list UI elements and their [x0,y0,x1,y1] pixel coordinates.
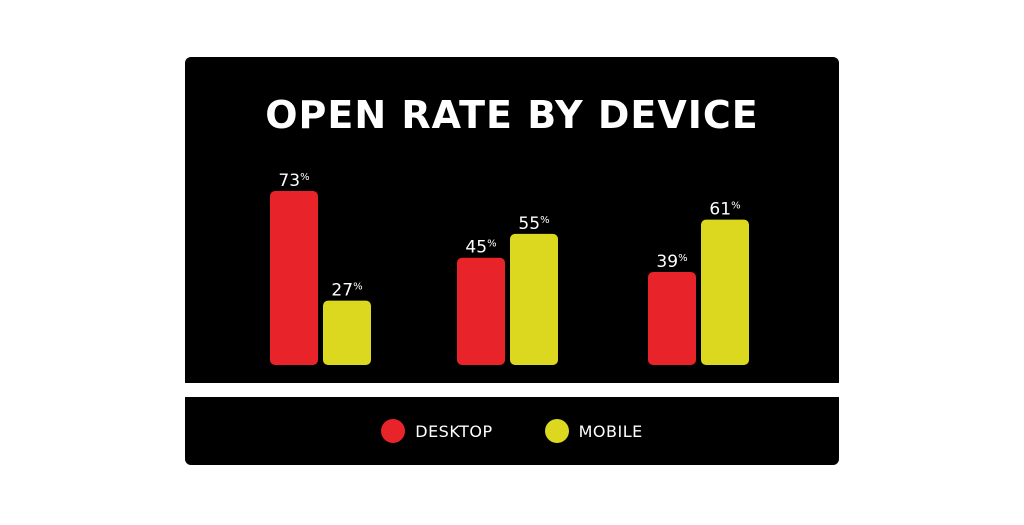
data-label-mobile-2: 55% [518,214,549,234]
legend-panel: DESKTOP MOBILE [185,397,839,465]
chart-title: OPEN RATE BY DEVICE [265,93,759,137]
legend-label-mobile: MOBILE [578,421,643,441]
chart-panel: OPEN RATE BY DEVICE 73% 45% 39% 27% 55% 61% [185,57,839,383]
legend-swatch-mobile [544,419,569,443]
bar-mobile-2 [510,233,558,365]
legend-item-desktop: DESKTOP [381,419,492,443]
bar-desktop-1 [270,191,318,365]
data-label-mobile-3: 61% [709,200,740,220]
bar-mobile-1 [323,300,371,365]
bar-plot: 73% 45% 39% 27% 55% 61% [270,171,749,365]
data-label-desktop-1: 73% [278,171,309,191]
bar-desktop-3 [648,272,696,365]
legend-swatch-desktop [381,419,406,443]
bar-desktop-2 [457,257,505,365]
data-label-desktop-2: 45% [465,238,496,258]
data-label-mobile-1: 27% [331,281,362,301]
data-label-desktop-3: 39% [656,252,687,272]
legend: DESKTOP MOBILE [185,397,839,465]
legend-label-desktop: DESKTOP [415,421,493,441]
bar-mobile-3 [701,219,749,365]
legend-item-mobile: MOBILE [544,419,643,443]
